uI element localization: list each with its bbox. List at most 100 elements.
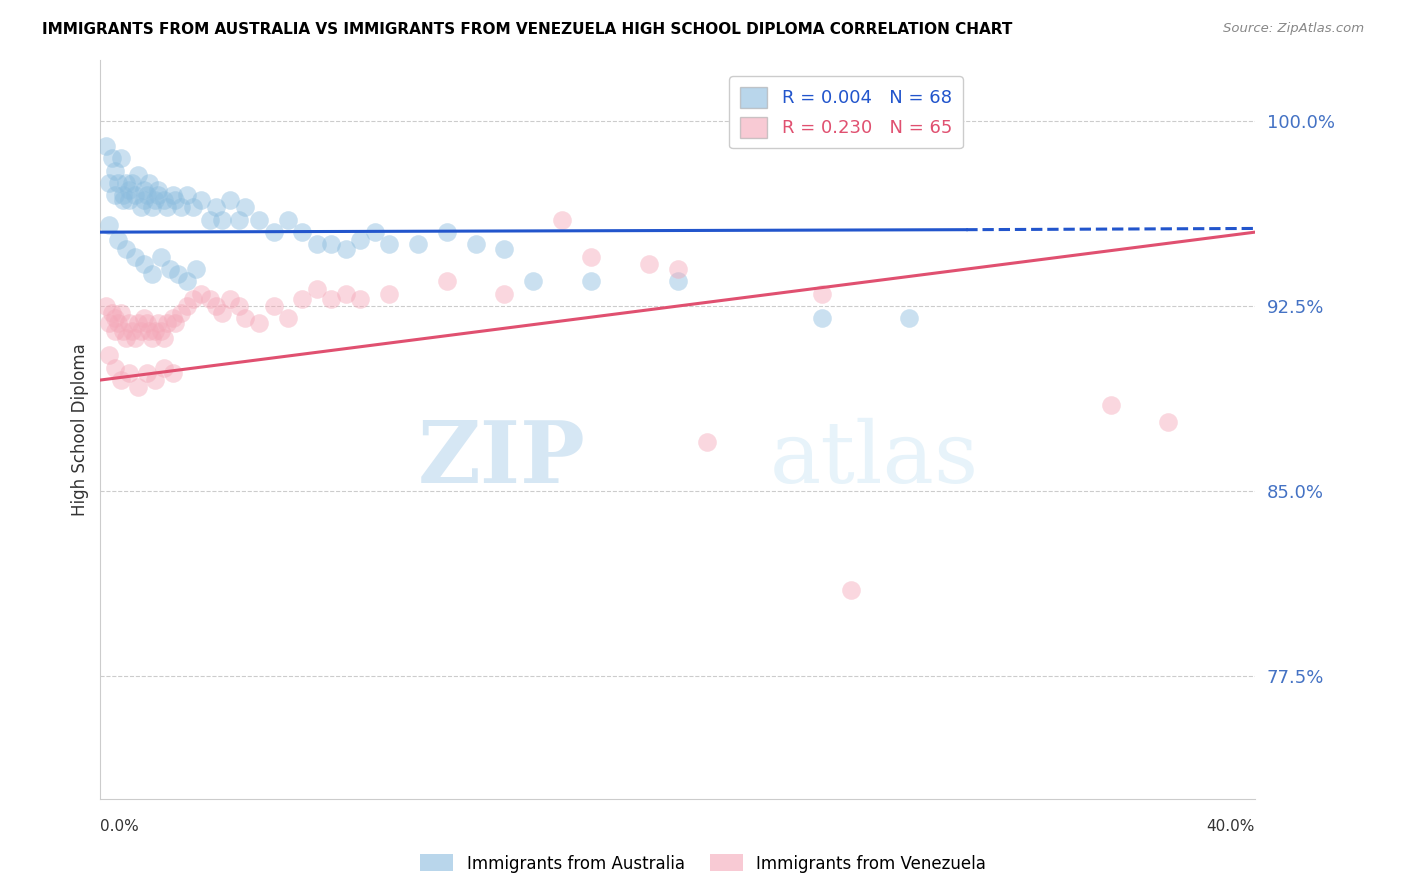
Point [149,324,172,338]
Point [104,163,127,178]
Point [118,193,141,207]
Point [291,225,314,239]
Text: Source: ZipAtlas.com: Source: ZipAtlas.com [1223,22,1364,36]
Point [406,237,429,252]
Point [363,225,385,239]
Point [551,212,574,227]
Point [138,176,160,190]
Point [104,360,127,375]
Text: 0.0%: 0.0% [100,819,139,834]
Point [811,311,834,326]
Point [176,188,198,202]
Y-axis label: High School Diploma: High School Diploma [72,343,89,516]
Point [190,286,212,301]
Point [112,188,135,202]
Point [146,183,169,197]
Point [494,286,516,301]
Point [153,331,176,345]
Point [110,151,132,165]
Legend: Immigrants from Australia, Immigrants from Venezuela: Immigrants from Australia, Immigrants fr… [413,847,993,880]
Point [107,316,129,330]
Text: ZIP: ZIP [418,417,585,501]
Point [198,212,221,227]
Point [464,237,486,252]
Point [637,257,659,271]
Point [165,193,187,207]
Point [522,275,544,289]
Point [101,151,124,165]
Point [305,282,328,296]
Point [112,193,135,207]
Point [98,316,121,330]
Point [107,233,129,247]
Point [897,311,920,326]
Point [153,360,176,375]
Point [104,324,127,338]
Point [132,183,155,197]
Point [143,324,166,338]
Point [247,212,270,227]
Point [666,262,689,277]
Point [94,299,117,313]
Point [135,316,157,330]
Point [159,262,181,277]
Point [115,331,138,345]
Point [305,237,328,252]
Point [156,316,179,330]
Point [146,316,169,330]
Point [204,299,226,313]
Point [198,292,221,306]
Point [141,201,163,215]
Point [141,331,163,345]
Point [124,250,146,264]
Point [107,176,129,190]
Point [247,316,270,330]
Point [94,139,117,153]
Point [162,311,184,326]
Point [436,225,458,239]
Point [104,188,127,202]
Point [124,331,146,345]
Point [263,225,285,239]
Point [436,275,458,289]
Text: IMMIGRANTS FROM AUSTRALIA VS IMMIGRANTS FROM VENEZUELA HIGH SCHOOL DIPLOMA CORRE: IMMIGRANTS FROM AUSTRALIA VS IMMIGRANTS … [42,22,1012,37]
Point [110,306,132,320]
Point [378,286,401,301]
Point [98,348,121,362]
Point [696,434,718,449]
Text: atlas: atlas [770,417,979,500]
Point [349,233,371,247]
Point [118,183,141,197]
Point [132,193,155,207]
Point [156,201,179,215]
Point [579,250,602,264]
Point [121,176,143,190]
Point [115,176,138,190]
Point [233,201,256,215]
Point [811,286,834,301]
Point [143,193,166,207]
Point [115,243,138,257]
Text: 40.0%: 40.0% [1206,819,1256,834]
Point [149,250,172,264]
Point [666,275,689,289]
Point [124,188,146,202]
Point [219,292,242,306]
Point [211,306,233,320]
Point [176,275,198,289]
Point [118,316,141,330]
Point [181,201,204,215]
Point [110,373,132,387]
Point [127,169,149,183]
Point [141,267,163,281]
Point [98,218,121,232]
Point [233,311,256,326]
Point [167,267,190,281]
Point [132,257,155,271]
Point [349,292,371,306]
Point [277,212,299,227]
Point [138,324,160,338]
Point [132,311,155,326]
Point [190,193,212,207]
Point [211,212,233,227]
